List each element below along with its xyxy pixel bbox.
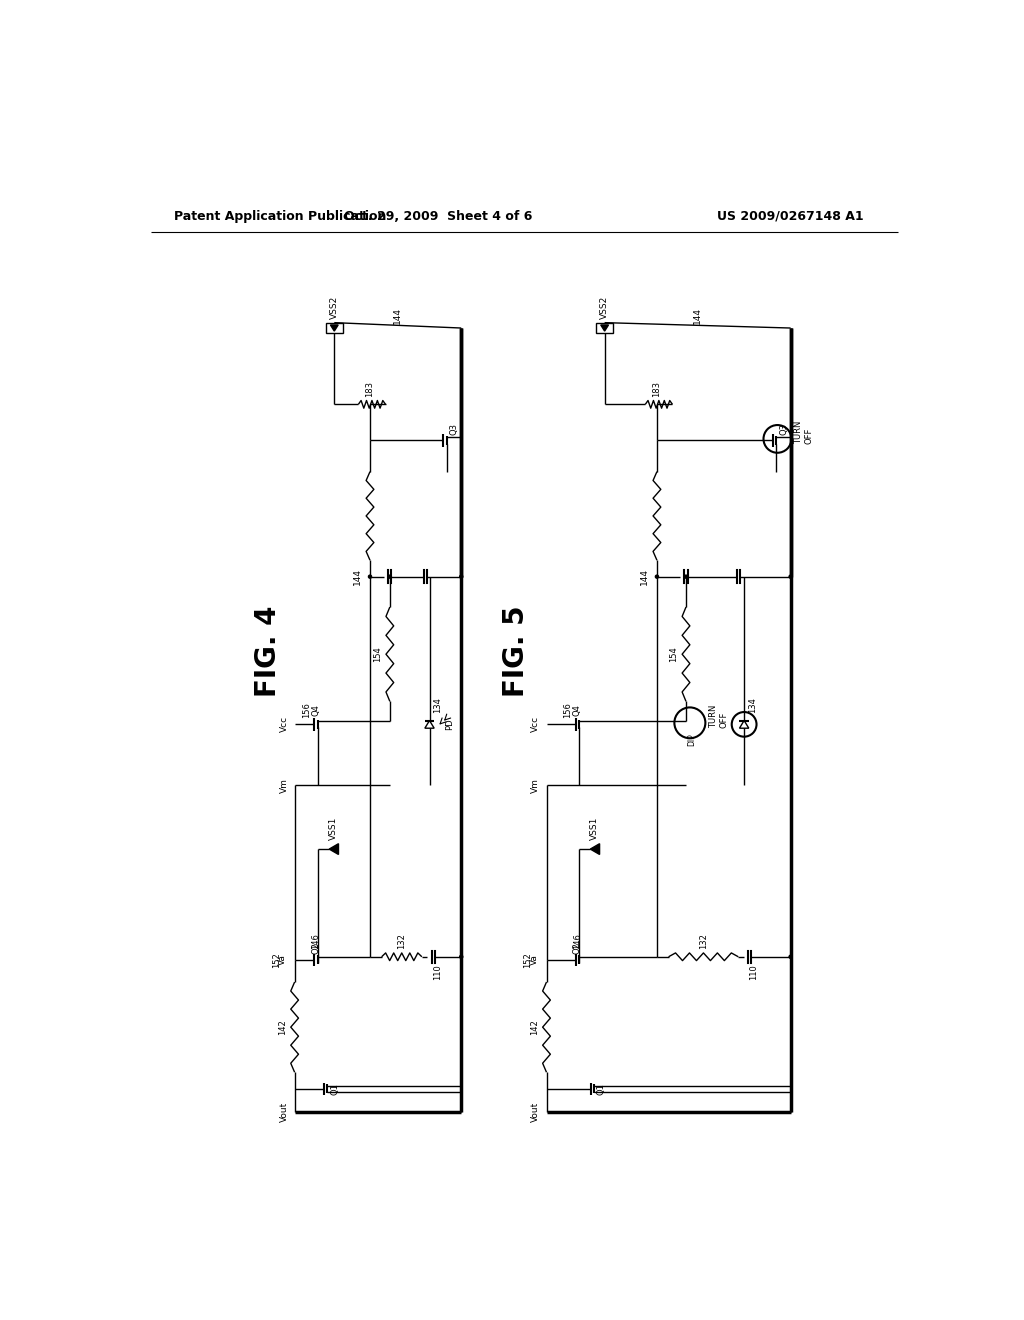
- Text: VSS2: VSS2: [600, 296, 609, 319]
- Text: VSS1: VSS1: [590, 817, 599, 840]
- Text: Va: Va: [278, 954, 287, 965]
- Text: 144: 144: [393, 308, 402, 325]
- Text: Va: Va: [529, 954, 539, 965]
- Text: 132: 132: [397, 933, 407, 949]
- Circle shape: [460, 956, 463, 958]
- Text: 142: 142: [529, 1019, 539, 1035]
- Text: Patent Application Publication: Patent Application Publication: [174, 210, 387, 223]
- Text: 144: 144: [693, 308, 702, 325]
- Circle shape: [388, 576, 391, 578]
- Polygon shape: [590, 843, 600, 854]
- Circle shape: [790, 576, 793, 578]
- Text: VSS2: VSS2: [330, 296, 339, 319]
- Text: TURN
OFF: TURN OFF: [795, 421, 814, 445]
- Text: Q1: Q1: [597, 1082, 606, 1094]
- Bar: [326, 322, 343, 334]
- Text: 152: 152: [271, 952, 281, 968]
- Text: Q3: Q3: [779, 422, 788, 434]
- Text: 132: 132: [699, 933, 708, 949]
- Polygon shape: [601, 325, 608, 331]
- Text: Q3: Q3: [450, 422, 459, 434]
- Text: PD: PD: [445, 718, 454, 730]
- Text: 156: 156: [302, 702, 311, 718]
- Circle shape: [460, 576, 463, 578]
- Text: 154: 154: [373, 647, 382, 663]
- Text: FIG. 4: FIG. 4: [254, 606, 282, 697]
- Text: 142: 142: [278, 1019, 287, 1035]
- Polygon shape: [331, 325, 338, 331]
- Text: Q2: Q2: [572, 942, 582, 954]
- Text: 152: 152: [523, 952, 532, 968]
- Bar: [596, 322, 613, 334]
- Text: US 2009/0267148 A1: US 2009/0267148 A1: [717, 210, 863, 223]
- Text: Vcc: Vcc: [531, 717, 541, 733]
- Text: Q4: Q4: [311, 705, 321, 717]
- Circle shape: [655, 576, 658, 578]
- Text: 144: 144: [640, 568, 649, 585]
- Text: 183: 183: [652, 380, 662, 396]
- Circle shape: [790, 956, 793, 958]
- Text: Vout: Vout: [280, 1101, 289, 1122]
- Text: Q1: Q1: [330, 1082, 339, 1094]
- Text: Q2: Q2: [311, 942, 321, 954]
- Text: Vcc: Vcc: [280, 717, 289, 733]
- Text: 144: 144: [353, 568, 362, 585]
- Text: 110: 110: [750, 965, 759, 981]
- Text: Oct. 29, 2009  Sheet 4 of 6: Oct. 29, 2009 Sheet 4 of 6: [344, 210, 532, 223]
- Text: TURN
OFF: TURN OFF: [710, 705, 729, 729]
- Polygon shape: [329, 843, 339, 854]
- Text: 156: 156: [563, 702, 572, 718]
- Text: DIP: DIP: [688, 734, 696, 746]
- Circle shape: [369, 576, 372, 578]
- Text: Vm: Vm: [280, 777, 289, 792]
- Text: 134: 134: [748, 697, 757, 713]
- Text: 154: 154: [670, 647, 678, 663]
- Text: Q4: Q4: [572, 705, 582, 717]
- Text: VSS1: VSS1: [329, 817, 338, 840]
- Text: 110: 110: [433, 965, 441, 981]
- Text: 146: 146: [572, 933, 582, 949]
- Text: FIG. 5: FIG. 5: [502, 606, 529, 697]
- Text: 146: 146: [311, 933, 321, 949]
- Text: 134: 134: [433, 697, 442, 713]
- Text: Vout: Vout: [531, 1101, 541, 1122]
- Text: 183: 183: [366, 380, 375, 396]
- Text: Vm: Vm: [531, 777, 541, 792]
- Circle shape: [684, 576, 687, 578]
